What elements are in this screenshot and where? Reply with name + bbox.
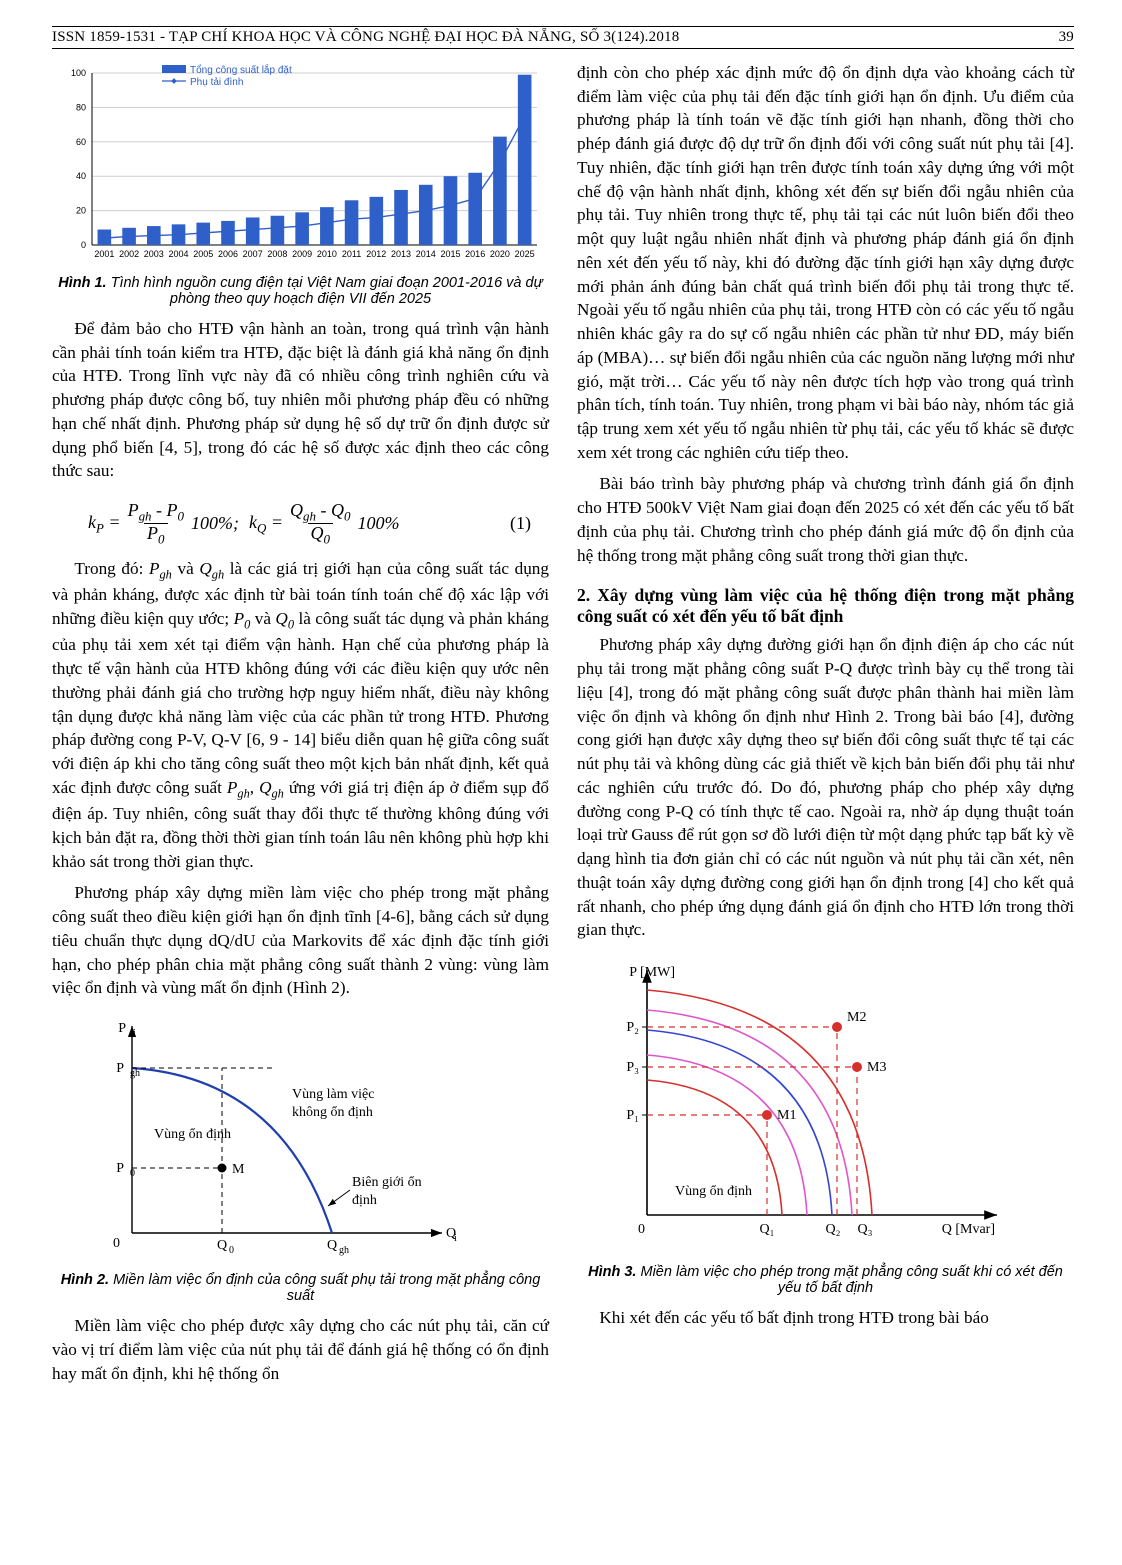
svg-text:gh: gh	[339, 1245, 349, 1256]
svg-text:0: 0	[113, 1236, 120, 1251]
svg-text:100: 100	[71, 68, 86, 78]
svg-text:2011: 2011	[342, 249, 361, 259]
svg-text:2015: 2015	[440, 249, 460, 259]
eq-label-1: (1)	[510, 513, 549, 534]
eq-pct-1: 100%;	[191, 513, 239, 534]
svg-text:0: 0	[81, 240, 86, 250]
svg-text:2012: 2012	[366, 249, 386, 259]
para-right-1: định còn cho phép xác định mức độ ổn địn…	[577, 61, 1074, 464]
svg-text:P₁: P₁	[626, 1108, 639, 1123]
svg-text:P: P	[116, 1061, 124, 1076]
figure-2-caption-bold: Hình 2.	[61, 1272, 109, 1288]
svg-text:0: 0	[638, 1222, 645, 1237]
eq-pct-2: 100%	[357, 513, 399, 534]
top-rule	[52, 26, 1074, 27]
svg-text:2020: 2020	[490, 249, 510, 259]
page: ISSN 1859-1531 - TẠP CHÍ KHOA HỌC VÀ CÔN…	[0, 0, 1122, 1433]
svg-text:2005: 2005	[193, 249, 213, 259]
svg-text:định: định	[352, 1193, 377, 1208]
figure-3: P [MW] Q [Mvar] 0 P₁ P₂ P₃ Q₁ Q₂ Q₃ M1 M2 M3 Vùng ổn…	[577, 950, 1074, 1260]
header-page-number: 39	[1059, 29, 1074, 46]
stability-boundary-diagram: PiQi0PghP0Q0QghMVùng ổn địnhVùng làm việ…	[52, 1008, 547, 1268]
svg-text:P: P	[118, 1021, 126, 1036]
svg-text:2009: 2009	[292, 249, 312, 259]
figure-1-caption-bold: Hình 1.	[58, 275, 106, 291]
svg-text:Q₁: Q₁	[760, 1222, 775, 1237]
para-left-2: Trong đó: Pgh và Qgh là các giá trị giới…	[52, 557, 549, 874]
svg-text:M2: M2	[847, 1010, 866, 1025]
figure-1-caption-text: Tình hình nguồn cung điện tại Việt Nam g…	[111, 275, 543, 307]
svg-text:2014: 2014	[416, 249, 436, 259]
left-column: 0 20 40 60 80 100 2001 2002 2003 2004 2005 2006 2007…	[52, 61, 549, 1393]
svg-text:2002: 2002	[119, 249, 139, 259]
eq-frac-Q: Qgh - Q0 Q0	[287, 501, 353, 546]
svg-text:0: 0	[130, 1168, 135, 1179]
figure-1: 0 20 40 60 80 100 2001 2002 2003 2004 2005 2006 2007…	[52, 61, 549, 271]
svg-text:2010: 2010	[317, 249, 337, 259]
svg-text:M1: M1	[777, 1108, 796, 1123]
svg-text:Q₃: Q₃	[858, 1222, 873, 1237]
svg-text:M3: M3	[867, 1060, 886, 1075]
figure-2: PiQi0PghP0Q0QghMVùng ổn địnhVùng làm việ…	[52, 1008, 549, 1268]
svg-text:Q [Mvar]: Q [Mvar]	[942, 1222, 995, 1237]
svg-text:P: P	[116, 1161, 124, 1176]
para-right-2: Bài báo trình bày phương pháp và chương …	[577, 472, 1074, 567]
svg-text:Tổng công suất lắp đặt: Tổng công suất lắp đặt	[190, 63, 292, 76]
svg-text:2007: 2007	[243, 249, 263, 259]
para-right-4: Khi xét đến các yếu tố bất định trong HT…	[577, 1306, 1074, 1330]
svg-text:Vùng ổn định: Vùng ổn định	[154, 1127, 231, 1142]
svg-text:2001: 2001	[94, 249, 114, 259]
figure-3-caption: Hình 3. Miền làm việc cho phép trong mặt…	[577, 1264, 1074, 1296]
svg-text:2025: 2025	[515, 249, 535, 259]
svg-text:Vùng ổn định: Vùng ổn định	[675, 1184, 752, 1199]
figure-2-caption-text: Miền làm việc ổn định của công suất phụ …	[113, 1272, 540, 1304]
columns: 0 20 40 60 80 100 2001 2002 2003 2004 2005 2006 2007…	[52, 61, 1074, 1393]
svg-text:gh: gh	[130, 1068, 140, 1079]
svg-text:2008: 2008	[267, 249, 287, 259]
figure-2-caption: Hình 2. Miền làm việc ổn định của công s…	[52, 1272, 549, 1304]
svg-text:P₂: P₂	[626, 1020, 639, 1035]
svg-text:P [MW]: P [MW]	[629, 965, 675, 980]
svg-text:i: i	[454, 1233, 457, 1244]
figure-3-caption-bold: Hình 3.	[588, 1264, 636, 1280]
eq-frac-P: Pgh - P0 P0	[125, 501, 187, 546]
para-right-3: Phương pháp xây dựng đường giới hạn ổn đ…	[577, 633, 1074, 942]
svg-text:40: 40	[76, 171, 86, 181]
svg-text:Phụ tải đình: Phụ tải đình	[190, 77, 243, 88]
para-left-4: Miền làm việc cho phép được xây dựng cho…	[52, 1314, 549, 1385]
multi-boundary-diagram: P [MW] Q [Mvar] 0 P₁ P₂ P₃ Q₁ Q₂ Q₃ M1 M2 M3 Vùng ổn…	[577, 950, 1072, 1260]
svg-text:2006: 2006	[218, 249, 238, 259]
svg-text:20: 20	[76, 206, 86, 216]
header-left: ISSN 1859-1531 - TẠP CHÍ KHOA HỌC VÀ CÔN…	[52, 29, 679, 46]
figure-3-caption-text: Miền làm việc cho phép trong mặt phẳng c…	[641, 1264, 1063, 1296]
svg-text:Q: Q	[327, 1238, 337, 1253]
svg-text:i: i	[133, 1028, 136, 1039]
svg-text:0: 0	[229, 1245, 234, 1256]
right-column: định còn cho phép xác định mức độ ổn địn…	[577, 61, 1074, 1393]
svg-text:Biên giới ổn: Biên giới ổn	[352, 1175, 422, 1190]
svg-text:60: 60	[76, 137, 86, 147]
equation-1: kP = Pgh - P0 P0 100%; kQ = Qgh - Q0 Q0 …	[88, 501, 549, 546]
para-left-1: Để đảm bảo cho HTĐ vận hành an toàn, tro…	[52, 317, 549, 483]
svg-text:Q₂: Q₂	[826, 1222, 841, 1237]
figure-1-caption: Hình 1. Tình hình nguồn cung điện tại Vi…	[52, 275, 549, 307]
bar-line-chart: 0 20 40 60 80 100 2001 2002 2003 2004 2005 2006 2007…	[52, 61, 547, 271]
svg-text:M: M	[232, 1162, 245, 1177]
svg-text:Vùng làm việc: Vùng làm việc	[292, 1087, 374, 1102]
svg-text:P₃: P₃	[626, 1060, 639, 1075]
page-header: ISSN 1859-1531 - TẠP CHÍ KHOA HỌC VÀ CÔN…	[52, 29, 1074, 49]
svg-text:2013: 2013	[391, 249, 411, 259]
eq-kP: kP =	[88, 512, 121, 537]
svg-text:2003: 2003	[144, 249, 164, 259]
svg-text:không ổn định: không ổn định	[292, 1105, 373, 1120]
eq-kQ: kQ =	[249, 512, 283, 537]
para-left-3: Phương pháp xây dựng miền làm việc cho p…	[52, 881, 549, 1000]
svg-text:80: 80	[76, 102, 86, 112]
svg-text:Q: Q	[217, 1238, 227, 1253]
section-2-title: 2. Xây dựng vùng làm việc của hệ thống đ…	[577, 585, 1074, 627]
svg-text:2004: 2004	[169, 249, 189, 259]
svg-text:2016: 2016	[465, 249, 485, 259]
